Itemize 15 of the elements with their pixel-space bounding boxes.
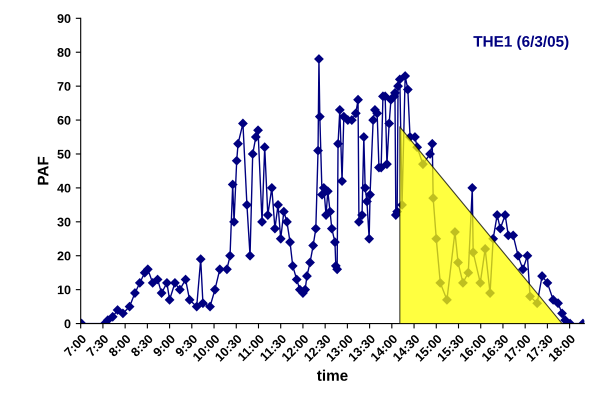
text: THE1 (6/3/05) xyxy=(473,36,568,50)
y-tick-label: 10 xyxy=(58,285,70,294)
y-tick-label: 20 xyxy=(58,252,70,260)
x-tick-label: 7:30 xyxy=(86,334,110,358)
y-tick-label: 40 xyxy=(57,184,70,193)
y-tick-label: 70 xyxy=(58,82,70,91)
y-axis-title: PAF xyxy=(38,156,48,185)
y-tick-label: 90 xyxy=(58,14,70,23)
y-tick-label: 30 xyxy=(57,218,70,226)
y-tick-label: 60 xyxy=(58,116,70,125)
y-tick-label: 0 xyxy=(64,319,70,328)
x-tick-label: 7:00 xyxy=(64,334,87,358)
y-tick-label: 50 xyxy=(57,150,70,159)
x-axis-title: time xyxy=(316,370,348,381)
y-tick-label: 80 xyxy=(57,48,70,57)
